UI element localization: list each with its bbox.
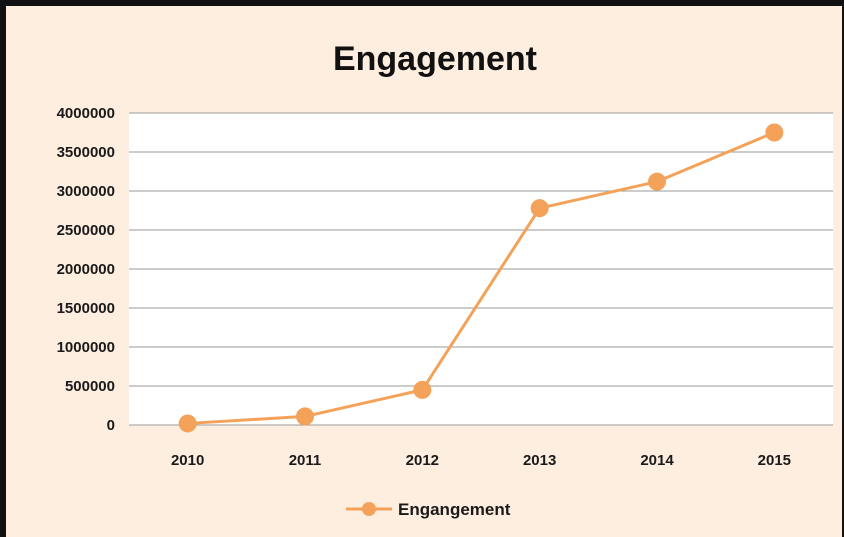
x-tick-label: 2014 — [640, 452, 674, 469]
data-point — [413, 380, 432, 399]
y-tick-label: 3000000 — [57, 183, 115, 200]
data-point — [530, 199, 549, 218]
gridlines — [129, 112, 833, 426]
legend-marker — [362, 502, 376, 516]
x-axis-ticks: 2010 2011 2012 2013 2014 2015 — [171, 452, 791, 469]
data-point — [648, 172, 666, 191]
data-point — [765, 123, 784, 142]
x-tick-label: 2013 — [523, 452, 556, 469]
y-tick-label: 500000 — [65, 378, 115, 395]
series-engangement — [178, 123, 784, 433]
y-axis-ticks: 0 500000 1000000 1500000 2000000 2500000 30000… — [57, 105, 115, 434]
legend: Engangement — [346, 500, 511, 519]
x-tick-label: 2011 — [289, 452, 322, 469]
y-tick-label: 3500000 — [57, 144, 115, 161]
y-tick-label: 4000000 — [57, 105, 115, 122]
x-tick-label: 2015 — [758, 452, 791, 469]
series-line — [187, 131, 775, 425]
x-tick-label: 2010 — [171, 452, 204, 469]
y-tick-label: 0 — [107, 417, 115, 434]
x-tick-label: 2012 — [406, 452, 439, 469]
y-tick-label: 2000000 — [57, 261, 115, 278]
chart-title: Engagement — [333, 40, 537, 78]
data-point — [178, 414, 197, 433]
data-point — [296, 407, 314, 426]
y-tick-label: 2500000 — [57, 222, 115, 239]
legend-label: Engangement — [398, 500, 511, 519]
y-tick-label: 1500000 — [57, 300, 115, 317]
y-tick-label: 1000000 — [57, 339, 115, 356]
